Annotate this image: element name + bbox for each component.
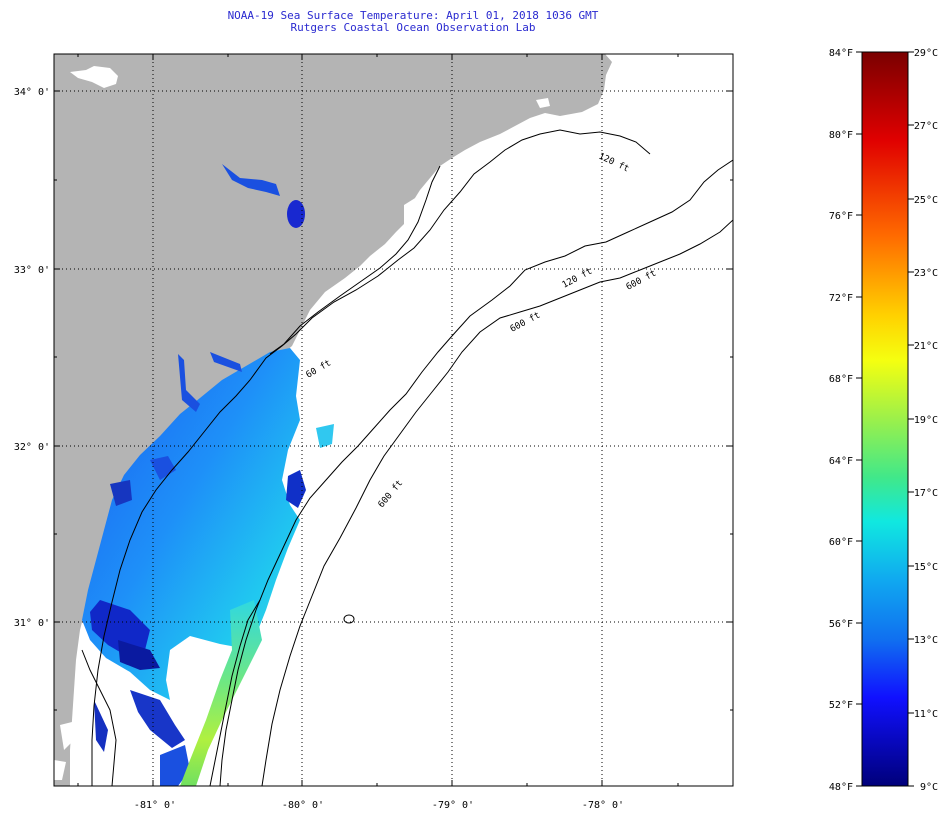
colorbar-c-label: 19°C	[914, 415, 938, 426]
colorbar-f-label: 60°F	[829, 537, 853, 548]
colorbar-f-label: 76°F	[829, 211, 853, 222]
map-frame	[53, 53, 734, 787]
lon-label: -80° 0'	[282, 800, 324, 811]
lat-label: 33° 0'	[14, 265, 50, 276]
lon-label: -78° 0'	[582, 800, 624, 811]
colorbar-f-label: 80°F	[829, 130, 853, 141]
colorbar-c-label: 21°C	[914, 341, 938, 352]
lat-label: 32° 0'	[14, 442, 50, 453]
depth-contours	[81, 129, 733, 786]
map-subtitle: Rutgers Coastal Ocean Observation Lab	[290, 21, 536, 34]
colorbar-c-label: 29°C	[914, 48, 938, 59]
lon-label: -81° 0'	[134, 800, 176, 811]
lat-label: 31° 0'	[14, 618, 50, 629]
colorbar-f-label: 48°F	[829, 782, 853, 793]
colorbar-f-label: 72°F	[829, 293, 853, 304]
land-area	[54, 54, 612, 786]
colorbar-c-label: 25°C	[914, 195, 938, 206]
colorbar-f-label: 64°F	[829, 456, 853, 467]
colorbar-f-label: 52°F	[829, 700, 853, 711]
colorbar-c-label: 11°C	[914, 709, 938, 720]
colorbar-c-label: 23°C	[914, 268, 938, 279]
lat-label: 34° 0'	[14, 87, 50, 98]
colorbar: 84°F 80°F 76°F 72°F 68°F 64°F 60°F 56°F …	[829, 48, 938, 793]
lon-label: -79° 0'	[432, 800, 474, 811]
colorbar-c-label: 17°C	[914, 488, 938, 499]
colorbar-c-label: 9°C	[920, 782, 938, 793]
colorbar-c-label: 27°C	[914, 121, 938, 132]
colorbar-f-label: 68°F	[829, 374, 853, 385]
colorbar-f-label: 56°F	[829, 619, 853, 630]
map-title: NOAA-19 Sea Surface Temperature: April 0…	[227, 9, 599, 22]
colorbar-f-label: 84°F	[829, 48, 853, 59]
colorbar-c-label: 13°C	[914, 635, 938, 646]
colorbar-c-label: 15°C	[914, 562, 938, 573]
